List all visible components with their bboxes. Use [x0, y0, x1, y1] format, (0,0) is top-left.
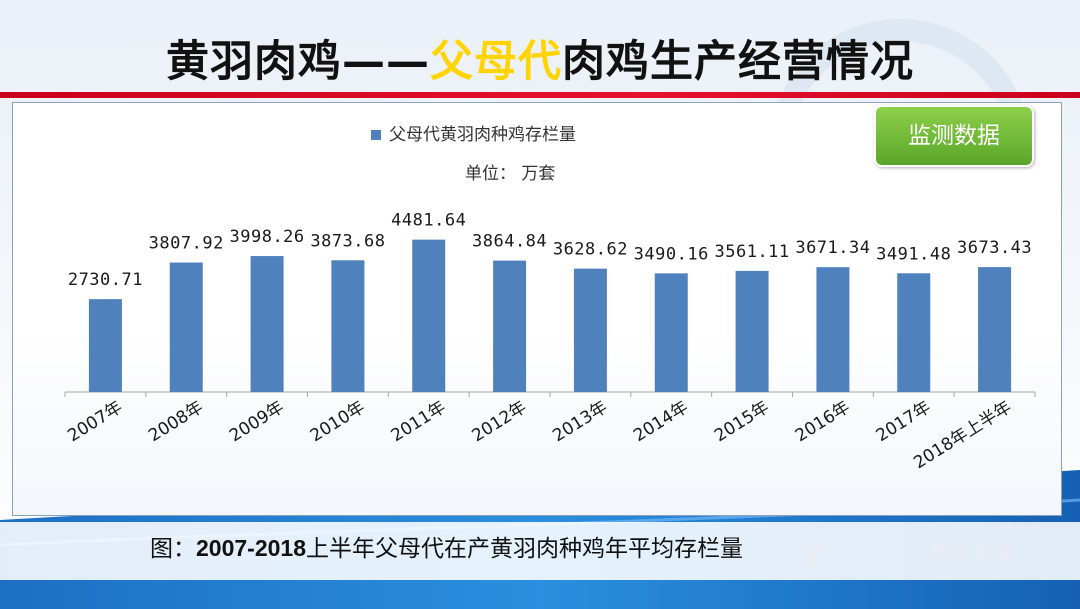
- x-tick-label: 2008年: [145, 397, 207, 446]
- bar: [331, 260, 365, 392]
- bar: [816, 267, 850, 392]
- bar: [88, 299, 122, 392]
- title-highlight: 父母代: [430, 37, 562, 87]
- monitoring-data-badge: 监测数据: [874, 105, 1034, 167]
- bar: [654, 273, 688, 392]
- chart-frame: 父母代黄羽肉种鸡存栏量单位： 万套 2730.71 2007年 3807.92 2008…: [12, 102, 1062, 516]
- x-tick-label: 2013年: [549, 397, 611, 446]
- data-label: 3628.62: [553, 240, 628, 260]
- data-label: 3864.84: [472, 232, 547, 252]
- data-label: 3490.16: [634, 244, 709, 264]
- logo-mark-icon: [804, 546, 830, 570]
- title-part1: 黄羽肉鸡——: [166, 37, 430, 87]
- logo-chinese-text: 牧业协会: [930, 542, 1018, 563]
- bar: [978, 267, 1012, 392]
- x-tick-label: 2015年: [711, 397, 773, 446]
- data-label: 3491.48: [876, 244, 951, 264]
- x-tick-label: 2011年: [388, 397, 450, 446]
- unit-label: 单位： 万套: [465, 164, 555, 184]
- data-label: 3873.68: [310, 231, 385, 251]
- caption-years: 2007-2018: [196, 535, 306, 561]
- x-tick-label: 2007年: [64, 397, 126, 446]
- x-tick-label: 2009年: [226, 397, 288, 446]
- data-label: 3671.34: [795, 238, 870, 258]
- data-label: 3673.43: [957, 238, 1032, 258]
- title-part2: 肉鸡生产经营情况: [562, 37, 914, 87]
- x-tick-label: 2017年: [873, 397, 935, 446]
- bar: [735, 270, 769, 392]
- legend-label: 父母代黄羽肉种鸡存栏量: [389, 125, 576, 145]
- bar: [169, 262, 203, 392]
- association-logo: 牧业协会 CHINA ANIMAL AGRICULTURE ASSOCIATIO…: [800, 538, 1070, 578]
- x-tick-label: 2012年: [469, 397, 531, 446]
- bar: [897, 273, 931, 392]
- data-label: 3561.11: [715, 242, 790, 262]
- data-label: 3998.26: [230, 227, 305, 247]
- data-label: 3807.92: [149, 234, 224, 254]
- legend-swatch: [371, 130, 381, 140]
- x-tick-label: 2016年: [792, 397, 854, 446]
- x-tick-label: 2014年: [630, 397, 692, 446]
- page-title: 黄羽肉鸡——父母代肉鸡生产经营情况: [0, 30, 1080, 94]
- bar: [493, 260, 527, 392]
- caption-prefix: 图：: [150, 536, 196, 562]
- logo-english-text: CHINA ANIMAL AGRICULTURE ASSOCIATION: [840, 562, 997, 569]
- title-underline: [0, 92, 1080, 98]
- bar: [412, 239, 446, 392]
- caption-rest: 上半年父母代在产黄羽肉种鸡年平均存栏量: [306, 536, 743, 562]
- data-label: 4481.64: [391, 211, 466, 231]
- figure-caption: 图：2007-2018上半年父母代在产黄羽肉种鸡年平均存栏量: [150, 530, 930, 566]
- bar: [250, 256, 284, 392]
- bar: [573, 268, 607, 392]
- data-label: 2730.71: [68, 270, 143, 290]
- x-tick-label: 2010年: [307, 397, 369, 446]
